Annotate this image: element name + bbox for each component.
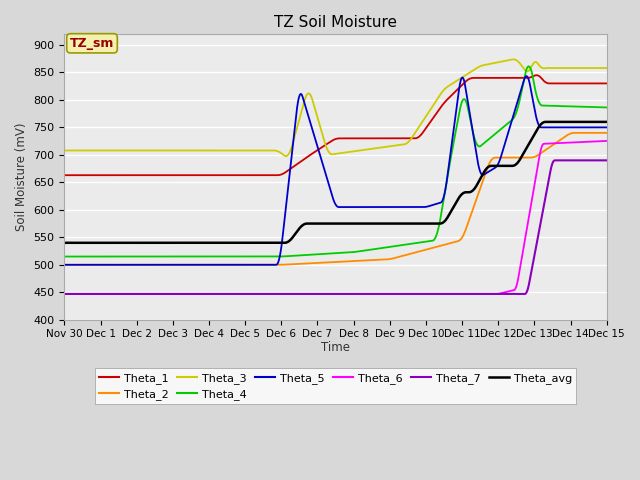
Line: Theta_5: Theta_5 [65,76,607,265]
Theta_2 [469,207,477,213]
Theta_5 [422,204,430,210]
Theta_avg [306,221,314,227]
Theta_5 [603,124,611,130]
Line: Theta_4: Theta_4 [65,66,607,256]
Theta_1 [157,172,164,178]
Theta_7 [422,291,430,297]
Theta_7 [380,291,388,297]
Theta_4 [306,252,314,258]
Theta_5 [61,262,68,268]
Theta_5 [380,204,388,210]
Legend: Theta_1, Theta_2, Theta_3, Theta_4, Theta_5, Theta_6, Theta_7, Theta_avg: Theta_1, Theta_2, Theta_3, Theta_4, Thet… [95,368,577,405]
Theta_6 [603,138,611,144]
Theta_3 [61,147,68,153]
Text: TZ_sm: TZ_sm [70,37,114,50]
Theta_4 [422,239,430,244]
Theta_7 [61,291,68,297]
Theta_1 [603,81,611,86]
Theta_7 [200,291,207,297]
Theta_2 [157,262,164,268]
Theta_3 [424,111,431,117]
Theta_2 [422,247,430,252]
Theta_avg [157,240,164,246]
Theta_5 [157,262,164,268]
Line: Theta_avg: Theta_avg [65,122,607,243]
Theta_1 [532,72,540,78]
Theta_1 [306,152,314,158]
Theta_1 [380,135,388,141]
Theta_3 [509,57,517,62]
Theta_7 [157,291,164,297]
Theta_7 [306,291,314,297]
Theta_avg [469,188,477,193]
Theta_7 [469,291,477,297]
Theta_6 [157,291,164,297]
Theta_4 [469,128,477,134]
Theta_3 [603,65,611,71]
Theta_3 [307,93,314,98]
Theta_2 [306,261,314,266]
Theta_6 [469,291,477,297]
Theta_avg [200,240,207,246]
Theta_avg [603,119,611,125]
Theta_6 [200,291,207,297]
Theta_2 [571,130,579,136]
Theta_6 [306,291,314,297]
Theta_2 [61,262,68,268]
Theta_avg [542,119,550,125]
Theta_2 [200,262,207,268]
Title: TZ Soil Moisture: TZ Soil Moisture [274,15,397,30]
Theta_3 [282,153,290,159]
Theta_3 [381,144,388,150]
Theta_2 [380,257,388,263]
Theta_3 [200,147,207,153]
Theta_avg [422,221,430,227]
Theta_6 [422,291,430,297]
Theta_5 [469,129,477,134]
Theta_avg [61,240,68,246]
Theta_4 [525,63,532,69]
Theta_3 [470,67,477,73]
Theta_5 [522,73,530,79]
Theta_4 [603,105,611,110]
Theta_1 [61,172,68,178]
Theta_4 [61,253,68,259]
Theta_4 [157,253,164,259]
X-axis label: Time: Time [321,341,350,354]
Theta_4 [200,253,207,259]
Theta_2 [603,130,611,136]
Theta_7 [603,157,611,163]
Theta_6 [380,291,388,297]
Theta_5 [306,118,314,124]
Theta_6 [61,291,68,297]
Line: Theta_1: Theta_1 [65,75,607,175]
Line: Theta_7: Theta_7 [65,160,607,294]
Line: Theta_2: Theta_2 [65,133,607,265]
Theta_7 [551,157,559,163]
Theta_1 [469,75,477,81]
Theta_1 [422,124,430,130]
Theta_1 [200,172,207,178]
Y-axis label: Soil Moisture (mV): Soil Moisture (mV) [15,122,28,231]
Line: Theta_6: Theta_6 [65,141,607,294]
Theta_5 [200,262,207,268]
Theta_3 [157,147,164,153]
Line: Theta_3: Theta_3 [65,60,607,156]
Theta_4 [380,245,388,251]
Theta_avg [380,221,388,227]
